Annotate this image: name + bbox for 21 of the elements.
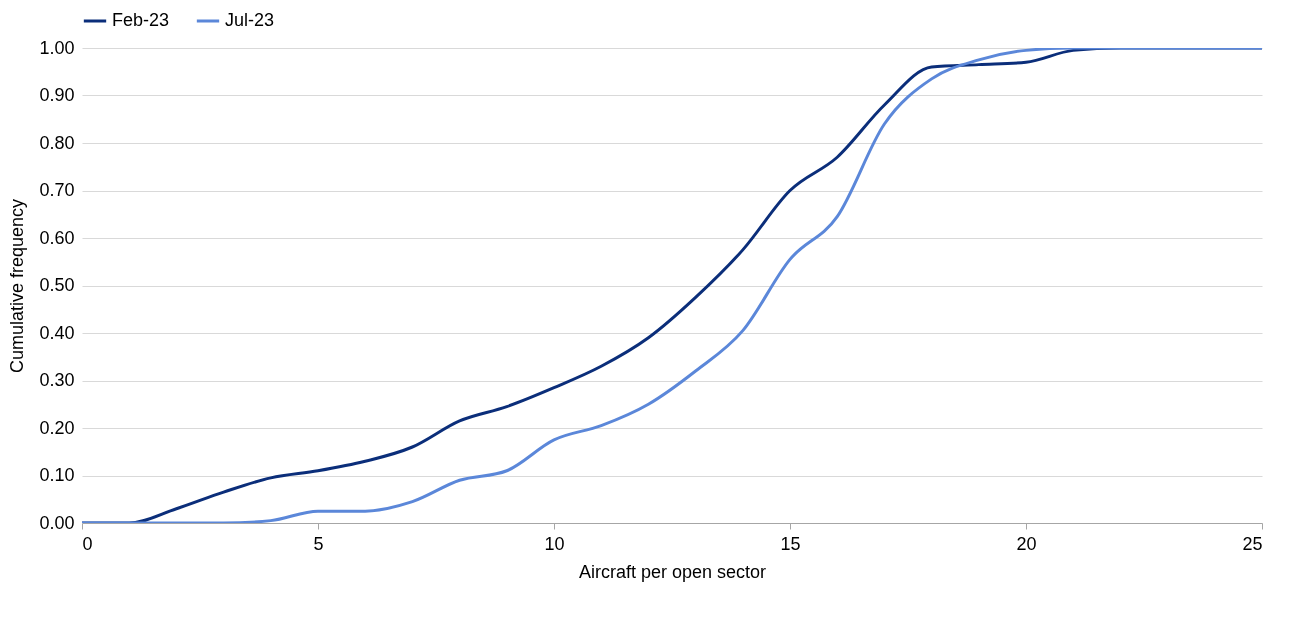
x-tick-label: 0: [82, 533, 93, 554]
y-tick-label: 0.60: [39, 227, 75, 248]
y-tick-label: 0.80: [39, 132, 75, 153]
y-axis-title: Cumulative frequency: [7, 198, 28, 374]
x-axis-title: Aircraft per open sector: [578, 561, 767, 582]
y-tick-label: 0.40: [39, 322, 75, 343]
y-tick-label: 0.20: [39, 417, 75, 438]
y-tick-label: 0.70: [39, 180, 75, 200]
y-tick-label: 1.00: [39, 37, 75, 58]
y-tick-label: 0.50: [39, 275, 75, 295]
legend-label: Jul-23: [225, 10, 275, 30]
x-tick-label: 20: [1016, 533, 1037, 554]
x-tick-label: 15: [780, 533, 801, 554]
x-tick-label: 25: [1242, 533, 1263, 554]
y-tick-label: 0.10: [39, 465, 75, 485]
legend-label: Feb-23: [112, 10, 170, 30]
y-tick-label: 0.30: [39, 370, 75, 390]
x-tick-label: 5: [313, 533, 324, 554]
x-tick-label: 10: [544, 533, 565, 554]
y-tick-label: 0.00: [39, 512, 75, 533]
y-tick-label: 0.90: [39, 85, 75, 105]
